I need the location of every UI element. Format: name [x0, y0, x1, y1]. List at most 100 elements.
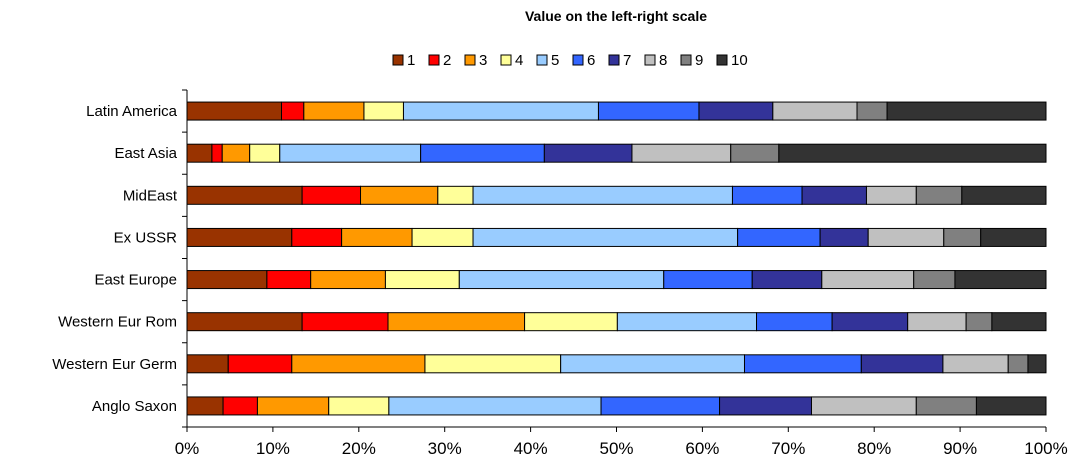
bar-segment-east-europe-1 [186, 270, 268, 290]
bar-segment-latin-america-9 [856, 101, 888, 121]
legend-swatch-2 [428, 54, 440, 66]
legend-swatch-8 [644, 54, 656, 66]
bar-segment-east-europe-6 [663, 270, 753, 290]
bar-segment-western-eur-rom-1 [186, 312, 303, 332]
x-tick-label: 80% [857, 439, 891, 458]
bar-segment-western-eur-rom-7 [831, 312, 909, 332]
bar-segment-anglo-saxon-6 [600, 396, 721, 416]
bar-segment-latin-america-7 [698, 101, 774, 121]
bar-segment-east-asia-6 [420, 143, 545, 163]
bar-segment-anglo-saxon-7 [719, 396, 812, 416]
bar-segment-western-eur-rom-6 [756, 312, 833, 332]
bar-segment-western-eur-germ-5 [560, 354, 745, 374]
legend-swatch-4 [500, 54, 512, 66]
bar-segment-western-eur-rom-3 [387, 312, 526, 332]
x-tick-label: 50% [599, 439, 633, 458]
x-tick-label: 90% [943, 439, 977, 458]
bar-segment-ex-ussr-2 [291, 227, 343, 247]
bar-segment-anglo-saxon-3 [256, 396, 330, 416]
bar-segment-mideast-7 [801, 185, 867, 205]
bar-segment-western-eur-rom-4 [524, 312, 618, 332]
x-tick-label: 40% [514, 439, 548, 458]
category-label: Ex USSR [114, 229, 178, 246]
bar-segment-east-europe-2 [266, 270, 312, 290]
legend-swatch-3 [464, 54, 476, 66]
x-tick-label: 70% [771, 439, 805, 458]
bar-segment-east-asia-8 [631, 143, 732, 163]
legend-swatch-7 [608, 54, 620, 66]
legend-swatch-9 [680, 54, 692, 66]
bar-segment-anglo-saxon-10 [975, 396, 1047, 416]
bar-segment-east-asia-1 [186, 143, 213, 163]
category-label: Latin America [86, 103, 178, 120]
bar-segment-ex-ussr-1 [186, 227, 293, 247]
bar-segment-latin-america-1 [186, 101, 282, 121]
bar-segment-western-eur-germ-6 [743, 354, 862, 374]
legend-label-10: 10 [731, 52, 748, 69]
x-tick-label: 60% [685, 439, 719, 458]
bar-segment-east-europe-5 [458, 270, 665, 290]
bar-segment-east-asia-5 [279, 143, 422, 163]
category-label: Anglo Saxon [92, 398, 177, 415]
bar-segment-anglo-saxon-9 [915, 396, 977, 416]
bar-segment-anglo-saxon-2 [222, 396, 258, 416]
legend-swatch-6 [572, 54, 584, 66]
bar-segment-mideast-1 [186, 185, 303, 205]
bar-segment-western-eur-rom-9 [965, 312, 993, 332]
bar-segment-mideast-8 [865, 185, 917, 205]
bar-segment-east-europe-9 [913, 270, 956, 290]
bar-segment-east-asia-9 [730, 143, 780, 163]
legend-label-6: 6 [587, 52, 595, 69]
legend-label-9: 9 [695, 52, 703, 69]
bar-segment-east-asia-4 [249, 143, 281, 163]
bar-segment-western-eur-rom-2 [301, 312, 389, 332]
bar-segment-ex-ussr-3 [341, 227, 413, 247]
bar-segment-ex-ussr-10 [980, 227, 1047, 247]
bar-segment-east-asia-7 [543, 143, 633, 163]
bar-segment-east-asia-2 [211, 143, 223, 163]
legend-label-4: 4 [515, 52, 523, 69]
legend-label-8: 8 [659, 52, 667, 69]
bar-segment-latin-america-4 [363, 101, 404, 121]
bar-segment-western-eur-germ-8 [942, 354, 1009, 374]
bar-segment-mideast-5 [472, 185, 733, 205]
bar-segment-ex-ussr-5 [472, 227, 739, 247]
bar-segment-mideast-9 [915, 185, 963, 205]
bar-segment-ex-ussr-9 [943, 227, 982, 247]
bar-segment-western-eur-germ-4 [424, 354, 562, 374]
legend-swatch-1 [392, 54, 404, 66]
category-label: East Europe [94, 272, 177, 289]
bar-segment-anglo-saxon-1 [186, 396, 224, 416]
bar-segment-latin-america-5 [402, 101, 599, 121]
bar-segment-east-europe-3 [310, 270, 386, 290]
bar-segment-mideast-10 [961, 185, 1047, 205]
category-label: Western Eur Germ [52, 356, 177, 373]
bar-segment-anglo-saxon-8 [810, 396, 917, 416]
bar-segment-ex-ussr-7 [819, 227, 869, 247]
bar-segment-western-eur-germ-7 [860, 354, 944, 374]
bar-segment-east-asia-3 [221, 143, 251, 163]
bar-segment-western-eur-germ-9 [1007, 354, 1029, 374]
bar-segment-ex-ussr-6 [737, 227, 821, 247]
x-tick-label: 20% [342, 439, 376, 458]
x-tick-label: 0% [175, 439, 200, 458]
x-tick-label: 100% [1024, 439, 1067, 458]
bar-segment-mideast-2 [301, 185, 362, 205]
bar-segment-anglo-saxon-5 [388, 396, 602, 416]
x-tick-label: 10% [256, 439, 290, 458]
bar-segment-mideast-4 [437, 185, 474, 205]
bar-segment-ex-ussr-8 [867, 227, 945, 247]
axes: Latin America East Asia MidEast Ex USSR East… [52, 89, 1068, 458]
bar-segment-east-asia-10 [778, 143, 1047, 163]
bar-segment-mideast-6 [731, 185, 803, 205]
bar-segment-latin-america-8 [772, 101, 858, 121]
category-label: Western Eur Rom [58, 314, 177, 331]
bar-segment-western-eur-rom-10 [991, 312, 1047, 332]
chart-title: Value on the left-right scale [524, 8, 708, 24]
x-tick-label: 30% [428, 439, 462, 458]
bar-segment-east-europe-10 [954, 270, 1047, 290]
bar-segment-east-europe-7 [751, 270, 823, 290]
bar-segment-anglo-saxon-4 [328, 396, 390, 416]
